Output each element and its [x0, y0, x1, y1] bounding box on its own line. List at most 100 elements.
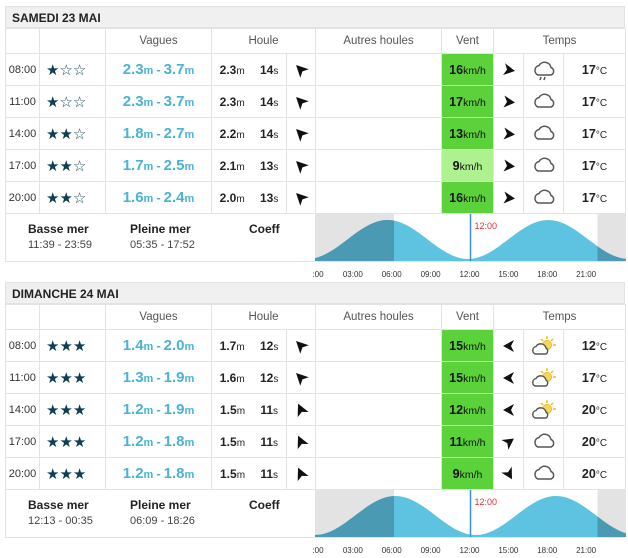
wave-max: 1.8: [163, 433, 185, 450]
wave-max: 2.4: [163, 189, 185, 206]
star-filled-icon: ★: [72, 433, 87, 451]
unit-m: m: [236, 341, 245, 353]
star-filled-icon: ★: [46, 369, 60, 387]
unit-m: m: [236, 373, 245, 385]
star-empty-icon: ☆: [72, 125, 87, 143]
star-filled-icon: ★: [59, 465, 73, 483]
other-swells-cell: [315, 117, 442, 150]
wave-max: 2.7: [163, 125, 185, 142]
other-swells-header: Autres houles: [315, 28, 442, 54]
star-rating: ★★★: [39, 329, 106, 362]
temp-value: 12: [581, 338, 596, 353]
tide-axis: :00 03:00 06:00 09:00 12:00 15:00 18:00 21:00: [312, 270, 625, 282]
unit-m: m: [236, 437, 246, 449]
star-filled-icon: ★: [59, 157, 73, 175]
forecast-row: 08:00 ★☆☆ 2.3m -3.7m 2.3m 14s 16km/h 17°C: [5, 53, 626, 86]
tide-tick-label: 18:00: [537, 270, 558, 279]
swell-height: 2.3: [219, 62, 237, 77]
star-filled-icon: ★: [46, 401, 60, 419]
swell-direction-icon: [286, 181, 316, 214]
temperature: 17°C: [563, 85, 626, 118]
other-swells-cell: [315, 149, 442, 182]
unit-kmh: km/h: [463, 192, 486, 205]
star-rating: ★★★: [39, 457, 106, 490]
unit-deg: °C: [595, 97, 608, 109]
cloud-icon: [523, 149, 564, 182]
unit-m: m: [184, 193, 195, 205]
time-header: [5, 304, 40, 330]
wave-min: 2.3: [122, 61, 144, 78]
wind-speed: 16km/h: [441, 53, 494, 86]
unit-m: m: [184, 373, 195, 385]
swell-direction-icon: [286, 393, 316, 426]
swell-cell: 1.7m 12s: [211, 329, 287, 362]
swell-cell: 2.3m 14s: [211, 85, 287, 118]
wind-speed: 15km/h: [441, 329, 494, 362]
swell-height: 2.0: [219, 190, 237, 205]
other-swells-cell: [315, 457, 442, 490]
swell-direction-icon: [286, 425, 316, 458]
tide-chart: 12:00: [315, 490, 626, 537]
unit-m: m: [184, 437, 195, 449]
cloud-icon: [523, 457, 564, 490]
unit-m: m: [236, 193, 245, 205]
star-filled-icon: ★: [72, 401, 87, 419]
star-filled-icon: ★: [59, 433, 73, 451]
swell-height: 2.3: [219, 94, 237, 109]
star-rating: ★★☆: [39, 181, 106, 214]
wind-value: 9: [452, 466, 460, 481]
unit-kmh: km/h: [463, 340, 486, 353]
day-title: SAMEDI 23 MAI: [5, 6, 625, 28]
header-row: Vagues Houle Autres houles Vent Temps: [5, 304, 626, 330]
high-tide-label: Pleine mer: [130, 498, 191, 512]
other-swells-cell: [315, 85, 442, 118]
wave-min: 1.8: [122, 125, 144, 142]
star-rating: ★☆☆: [39, 85, 106, 118]
wave-min: 1.7: [122, 157, 144, 174]
wave-height: 1.7m -2.5m: [105, 149, 212, 182]
unit-m: m: [236, 161, 245, 173]
low-tide-label: Basse mer: [28, 222, 89, 236]
forecast-row: 20:00 ★★★ 1.2m -1.8m 1.5m 11s 9km/h 20°C: [5, 457, 626, 490]
swell-cell: 2.2m 14s: [211, 117, 287, 150]
tide-row: Basse mer 12:13 - 00:35 Pleine mer 06:09 - …: [5, 490, 626, 538]
swell-period: 11: [260, 466, 273, 481]
row-time: 14:00: [5, 393, 40, 426]
unit-kmh: km/h: [462, 436, 486, 449]
cloud-rain-icon: [523, 53, 564, 86]
wind-speed: 15km/h: [441, 361, 494, 394]
wind-speed: 12km/h: [441, 393, 494, 426]
unit-deg: °C: [595, 341, 608, 353]
unit-m: m: [184, 129, 195, 141]
temp-value: 20: [581, 402, 596, 417]
star-rating: ★★★: [39, 393, 106, 426]
wave-max: 2.5: [163, 157, 185, 174]
tide-row: Basse mer 11:39 - 23:59 Pleine mer 05:35 - …: [5, 214, 626, 262]
other-swells-cell: [315, 181, 442, 214]
wave-min: 1.2: [122, 433, 144, 450]
star-filled-icon: ★: [59, 401, 73, 419]
star-filled-icon: ★: [46, 189, 60, 207]
unit-m: m: [143, 97, 154, 109]
wave-height: 1.2m -1.8m: [105, 425, 212, 458]
unit-deg: °C: [595, 373, 608, 385]
wind-value: 11: [449, 434, 463, 449]
unit-s: s: [273, 97, 279, 109]
unit-m: m: [184, 65, 195, 77]
tide-tick-label: :00: [312, 270, 324, 279]
swell-cell: 2.3m 14s: [211, 53, 287, 86]
swell-height: 1.5: [220, 402, 237, 417]
unit-deg: °C: [595, 193, 608, 205]
low-tide-times: 12:13 - 00:35: [28, 515, 93, 527]
swell-period: 12: [259, 370, 274, 385]
swell-period: 13: [259, 190, 274, 205]
wave-height: 1.8m -2.7m: [105, 117, 212, 150]
star-rating: ★★☆: [39, 117, 106, 150]
swell-direction-icon: [286, 329, 316, 362]
cloud-icon: [523, 85, 564, 118]
wave-height: 1.2m -1.9m: [105, 393, 212, 426]
wave-max: 1.9: [163, 369, 185, 386]
forecast-row: 17:00 ★★☆ 1.7m -2.5m 2.1m 13s 9km/h 17°C: [5, 149, 626, 182]
tide-tick-label: 09:00: [420, 546, 441, 555]
star-empty-icon: ☆: [72, 157, 87, 175]
